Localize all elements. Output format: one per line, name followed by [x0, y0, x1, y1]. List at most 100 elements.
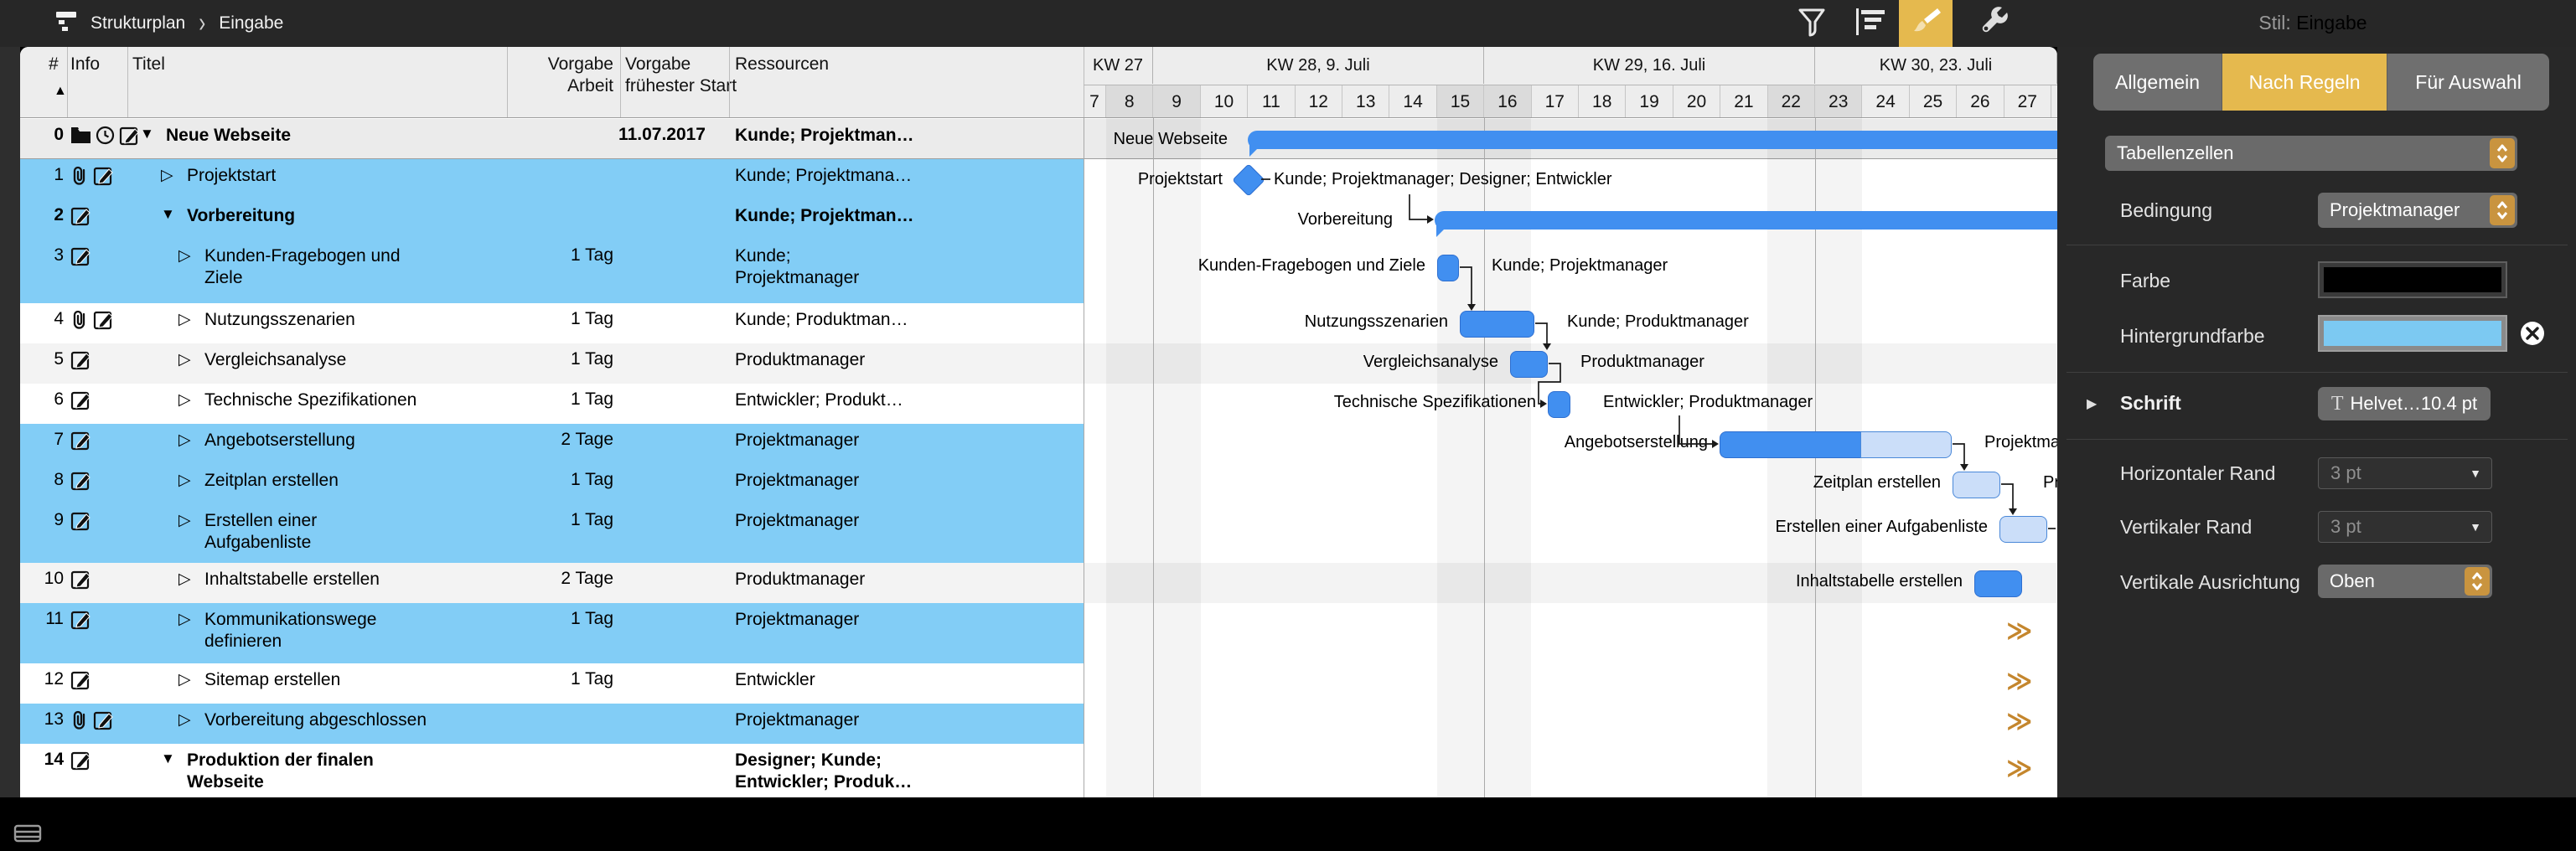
collapse-indicator-icon[interactable]: ▷	[178, 391, 191, 409]
edit-note-icon[interactable]	[70, 511, 91, 535]
collapse-indicator-icon[interactable]: ▷	[178, 472, 191, 489]
column-header-info[interactable]: Info	[70, 54, 101, 74]
outline-button[interactable]	[1844, 0, 1897, 48]
attachment-icon[interactable]	[70, 166, 89, 190]
task-bar[interactable]	[1548, 391, 1570, 418]
table-row[interactable]: 4 ▷ Nutzungsszenarien 1 Tag Kunde; Produktma…	[20, 303, 2057, 343]
edit-note-icon[interactable]	[70, 246, 91, 271]
collapse-indicator-icon[interactable]: ▷	[178, 671, 191, 689]
table-row[interactable]: 12 ▷ Sitemap erstellen 1 Tag Entwickler	[20, 663, 2057, 704]
task-bar[interactable]	[1953, 472, 2000, 498]
task-bar[interactable]	[1999, 516, 2047, 543]
gantt-overflow-arrow[interactable]: ≫	[2006, 617, 2032, 645]
collapse-indicator-icon[interactable]: ▷	[161, 167, 173, 184]
expand-indicator-icon[interactable]: ▼	[161, 206, 175, 222]
table-row[interactable]: 3 ▷ Kunden-Fragebogen und Ziele 1 Tag Kunde;…	[20, 240, 2057, 303]
collapse-indicator-icon[interactable]: ▷	[178, 570, 191, 588]
hintergrundfarbe-colorwell[interactable]	[2318, 315, 2507, 352]
table-row[interactable]: 8 ▷ Zeitplan erstellen 1 Tag Projektmanager	[20, 464, 2057, 504]
edit-note-icon[interactable]	[93, 310, 114, 334]
column-header-ressourcen[interactable]: Ressourcen	[735, 54, 830, 74]
edit-note-icon[interactable]	[93, 166, 114, 190]
task-bar[interactable]	[1510, 351, 1548, 378]
table-row[interactable]: 6 ▷ Technische Spezifikationen 1 Tag Entwick…	[20, 384, 2057, 424]
table-row[interactable]: 11 ▷ Kommunikationswege definieren 1 Tag Pro…	[20, 603, 2057, 663]
tab-allgemein[interactable]: Allgemein	[2093, 54, 2223, 111]
collapse-indicator-icon[interactable]: ▷	[178, 512, 191, 529]
settings-wrench-button[interactable]	[1968, 0, 2021, 48]
task-bar[interactable]	[1974, 570, 2022, 597]
clock-icon[interactable]	[96, 126, 115, 150]
sort-indicator-icon[interactable]: ▲	[54, 84, 67, 98]
table-row[interactable]: 10 ▷ Inhaltstabelle erstellen 2 Tage Produkt…	[20, 563, 2057, 603]
tab-nach-regeln[interactable]: Nach Regeln	[2222, 54, 2388, 111]
attachment-icon[interactable]	[70, 310, 89, 334]
column-header-titel[interactable]: Titel	[132, 54, 165, 74]
edit-note-icon[interactable]	[70, 350, 91, 374]
collapse-indicator-icon[interactable]: ▷	[178, 247, 191, 265]
edit-note-icon[interactable]	[70, 610, 91, 634]
edit-note-icon[interactable]	[93, 710, 114, 735]
vertikaler-rand-dropdown[interactable]: 3 pt ▼	[2318, 511, 2492, 543]
edit-note-icon[interactable]	[119, 126, 140, 150]
folder-icon[interactable]	[70, 126, 91, 150]
summary-bar[interactable]	[1248, 131, 2057, 157]
style-brush-button[interactable]	[1899, 0, 1953, 48]
gantt-overflow-arrow[interactable]: ≫	[2006, 708, 2032, 735]
breadcrumb-root[interactable]: Strukturplan	[91, 13, 186, 33]
gantt-overflow-arrow[interactable]: ≫	[2006, 755, 2032, 782]
view-toggle-icon[interactable]	[13, 824, 42, 847]
edit-note-icon[interactable]	[70, 206, 91, 230]
task-bar[interactable]	[1460, 311, 1534, 338]
task-resources: Projektmanager	[735, 511, 860, 530]
collapse-indicator-icon[interactable]: ▷	[178, 711, 191, 729]
bottom-bar	[0, 797, 2576, 851]
summary-bar[interactable]	[1435, 211, 2057, 237]
schrift-disclosure-icon[interactable]: ▶	[2087, 397, 2098, 411]
column-header-arbeit[interactable]: Vorgabe Arbeit	[547, 54, 613, 95]
dependency-arrowhead	[2009, 508, 2017, 515]
table-row[interactable]: 9 ▷ Erstellen einer Aufgabenliste 1 Tag Proj…	[20, 504, 2057, 563]
info-icons	[70, 750, 91, 775]
vertikale-ausrichtung-select[interactable]: Oben	[2318, 565, 2492, 598]
row-stripe	[20, 384, 2057, 424]
table-row[interactable]: 5 ▷ Vergleichsanalyse 1 Tag Produktmanager	[20, 343, 2057, 384]
tabellenzellen-select[interactable]: Tabellenzellen	[2105, 136, 2517, 171]
schrift-button[interactable]: T Helvet…10.4 pt	[2318, 387, 2491, 420]
task-bar[interactable]	[1437, 255, 1459, 281]
gantt-overflow-arrow[interactable]: ≫	[2006, 668, 2032, 695]
gantt-day-header: 18	[1579, 85, 1627, 118]
gantt-day-header: 26	[1957, 85, 2004, 118]
gantt-day-header: 8	[1106, 85, 1154, 118]
filter-button[interactable]	[1785, 0, 1839, 48]
edit-note-icon[interactable]	[70, 471, 91, 495]
attachment-icon[interactable]	[70, 710, 89, 735]
column-header-start[interactable]: Vorgabe frühester Start	[625, 54, 737, 95]
edit-note-icon[interactable]	[70, 750, 91, 775]
edit-note-icon[interactable]	[70, 670, 91, 694]
horizontaler-rand-dropdown[interactable]: 3 pt ▼	[2318, 457, 2492, 489]
bedingung-select[interactable]: Projektmanager	[2318, 193, 2517, 228]
expand-indicator-icon[interactable]: ▼	[161, 750, 175, 766]
collapse-indicator-icon[interactable]: ▷	[178, 611, 191, 628]
task-bar-remaining[interactable]	[1860, 431, 1952, 458]
expand-indicator-icon[interactable]: ▼	[140, 126, 154, 142]
task-bar-done[interactable]	[1720, 431, 1861, 458]
schrift-value: Helvet…10.4 pt	[2350, 393, 2478, 414]
gantt-bar-label: Inhaltstabelle erstellen	[1795, 572, 1963, 591]
clear-color-icon[interactable]	[2519, 320, 2546, 351]
info-icons	[70, 310, 114, 334]
collapse-indicator-icon[interactable]: ▷	[178, 431, 191, 449]
panel-divider	[2066, 439, 2568, 440]
edit-note-icon[interactable]	[70, 431, 91, 455]
table-row[interactable]: 1 ▷ Projektstart Kunde; Projektmana…	[20, 159, 2057, 199]
table-row[interactable]: 13 ▷ Vorbereitung abgeschlossen Projektmana…	[20, 704, 2057, 744]
breadcrumb[interactable]: Strukturplan › Eingabe	[54, 0, 283, 47]
tab-für-auswahl[interactable]: Für Auswahl	[2415, 70, 2522, 93]
collapse-indicator-icon[interactable]: ▷	[178, 311, 191, 328]
edit-note-icon[interactable]	[70, 570, 91, 594]
collapse-indicator-icon[interactable]: ▷	[178, 351, 191, 369]
table-row[interactable]: 14 ▼ Produktion der finalen Webseite Design…	[20, 744, 2057, 797]
edit-note-icon[interactable]	[70, 390, 91, 415]
farbe-colorwell[interactable]	[2318, 261, 2507, 298]
